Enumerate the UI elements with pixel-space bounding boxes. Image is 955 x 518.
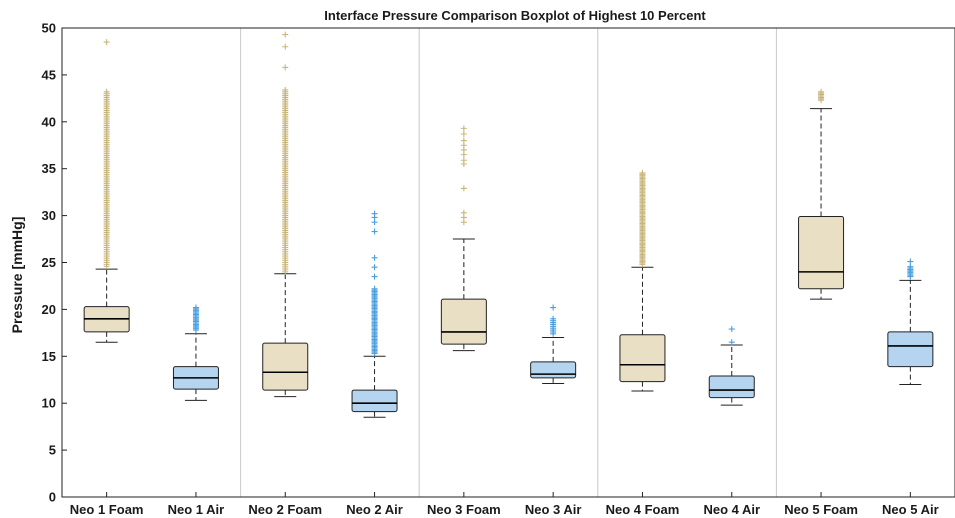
x-tick-label: Neo 3 Air [525, 502, 582, 517]
outlier-marker [282, 31, 289, 38]
outlier-marker [550, 315, 557, 322]
outlier-marker [460, 185, 467, 192]
outlier-marker [907, 263, 914, 270]
outlier-marker [371, 254, 378, 261]
pair-separators [240, 28, 777, 497]
outlier-marker [371, 210, 378, 217]
x-tick-label: Neo 2 Foam [248, 502, 322, 517]
outlier-marker [371, 285, 378, 292]
outlier-marker [907, 258, 914, 265]
outlier-marker [818, 88, 825, 95]
chart-title: Interface Pressure Comparison Boxplot of… [324, 8, 706, 23]
outlier-markers [103, 31, 914, 357]
x-tick-label: Neo 1 Foam [70, 502, 144, 517]
outlier-marker [103, 88, 110, 95]
x-tick-label: Neo 5 Air [882, 502, 939, 517]
outlier-marker [460, 125, 467, 132]
y-tick-label: 10 [42, 396, 56, 411]
outlier-marker [728, 326, 735, 333]
outlier-marker [639, 169, 646, 176]
x-tick-label: Neo 2 Air [346, 502, 403, 517]
box-iqr [619, 334, 666, 383]
y-tick-label: 20 [42, 302, 56, 317]
y-tick-label: 30 [42, 208, 56, 223]
outlier-marker [282, 64, 289, 71]
outlier-marker [103, 39, 110, 46]
x-tick-label: Neo 4 Foam [606, 502, 680, 517]
y-tick-label: 40 [42, 114, 56, 129]
x-tick-label: Neo 3 Foam [427, 502, 501, 517]
outlier-marker [371, 264, 378, 271]
x-tick-label: Neo 4 Air [703, 502, 760, 517]
outlier-marker [728, 339, 735, 346]
outlier-marker [282, 43, 289, 50]
y-tick-label: 50 [42, 21, 56, 36]
box-iqr [530, 361, 577, 379]
x-tick-label: Neo 5 Foam [784, 502, 858, 517]
box-iqr [887, 331, 934, 368]
y-tick-label: 0 [49, 490, 56, 505]
outlier-marker [460, 130, 467, 137]
x-tick-label: Neo 1 Air [168, 502, 225, 517]
y-tick-label: 5 [49, 443, 56, 458]
y-tick-label: 15 [42, 349, 56, 364]
box-iqr [708, 375, 755, 399]
y-tick-label: 35 [42, 161, 56, 176]
y-axis: 0 5 10 15 20 25 30 35 40 45 50 [42, 21, 67, 505]
box-iqr [440, 298, 487, 345]
outlier-marker [282, 86, 289, 93]
y-tick-label: 25 [42, 255, 56, 270]
outlier-marker [550, 304, 557, 311]
plot-frame [61, 27, 955, 498]
x-axis: Neo 1 Foam Neo 1 Air Neo 2 Foam Neo 2 Air Ne… [70, 492, 939, 517]
outlier-marker [192, 304, 199, 311]
y-tick-label: 45 [42, 67, 56, 82]
outlier-marker [371, 273, 378, 280]
box-iqr [262, 342, 309, 391]
outlier-marker [460, 157, 467, 164]
y-axis-label: Pressure [mmHg] [9, 217, 25, 334]
outlier-marker [460, 209, 467, 216]
box-iqr [798, 216, 845, 290]
whiskers [95, 108, 922, 418]
outlier-marker [371, 228, 378, 235]
outlier-marker [460, 137, 467, 144]
boxes [83, 216, 934, 413]
box-iqr [351, 389, 398, 413]
